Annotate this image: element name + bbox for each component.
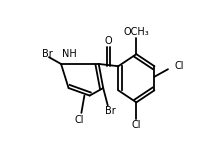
- Text: Cl: Cl: [132, 120, 141, 130]
- Text: Cl: Cl: [174, 61, 184, 71]
- Text: Br: Br: [42, 49, 53, 59]
- Text: Br: Br: [105, 106, 116, 116]
- Text: O: O: [104, 36, 112, 46]
- Text: Cl: Cl: [74, 115, 84, 125]
- Text: NH: NH: [62, 49, 77, 59]
- Text: OCH₃: OCH₃: [124, 27, 149, 37]
